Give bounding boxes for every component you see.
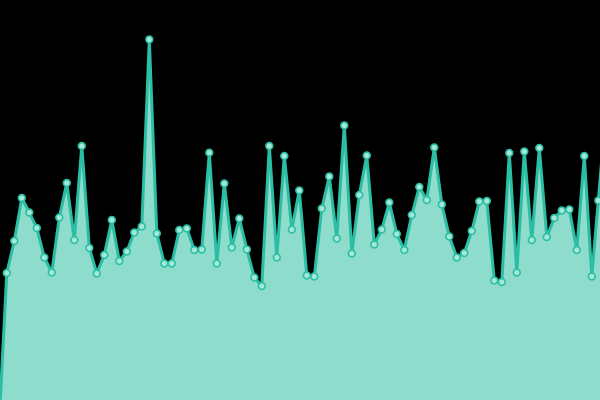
data-point-marker — [520, 147, 529, 156]
data-point-marker — [557, 206, 566, 215]
data-point-marker — [250, 273, 259, 282]
line-stroke — [0, 38, 600, 400]
data-point-marker — [122, 247, 132, 256]
data-point-marker — [355, 190, 364, 200]
data-point-marker — [47, 268, 56, 277]
data-point-marker — [430, 143, 439, 152]
data-point-marker — [325, 172, 334, 181]
data-point-marker — [287, 225, 296, 234]
data-point-marker — [160, 259, 169, 268]
data-point-marker — [437, 200, 446, 209]
data-point-marker — [587, 272, 596, 281]
data-point-marker — [317, 204, 326, 213]
data-point-marker — [62, 178, 72, 188]
data-point-marker — [445, 232, 454, 241]
data-point-marker — [2, 268, 12, 278]
data-point-markers — [2, 35, 600, 291]
data-point-marker — [550, 213, 559, 223]
data-point-marker — [475, 197, 484, 206]
data-point-marker — [242, 245, 252, 254]
data-point-marker — [17, 193, 26, 203]
data-point-marker — [212, 259, 222, 268]
data-point-marker — [565, 205, 574, 214]
data-point-marker — [32, 223, 41, 233]
data-point-marker — [190, 245, 199, 255]
data-point-marker — [460, 248, 469, 258]
data-point-marker — [392, 229, 401, 239]
data-point-marker — [467, 226, 476, 236]
data-point-marker — [505, 148, 514, 158]
data-point-marker — [422, 195, 431, 205]
data-point-marker — [542, 232, 551, 242]
data-point-marker — [482, 196, 491, 206]
data-point-marker — [377, 225, 386, 234]
data-point-marker — [205, 148, 214, 157]
data-point-marker — [55, 213, 64, 222]
data-point-marker — [362, 151, 371, 160]
data-point-marker — [175, 225, 184, 235]
data-point-marker — [272, 253, 281, 262]
data-point-marker — [535, 143, 544, 153]
data-point-marker — [152, 229, 162, 238]
data-point-marker — [92, 269, 102, 278]
data-point-marker — [145, 35, 154, 44]
data-point-marker — [452, 253, 461, 262]
data-point-marker — [594, 196, 600, 205]
area-fill — [0, 39, 600, 400]
data-point-marker — [332, 234, 341, 243]
data-point-marker — [70, 235, 79, 245]
data-point-marker — [302, 271, 311, 280]
data-point-marker — [197, 245, 207, 254]
data-point-marker — [130, 228, 139, 237]
data-point-marker — [407, 210, 416, 220]
data-point-marker — [137, 222, 147, 231]
data-point-marker — [257, 281, 266, 291]
data-point-marker — [167, 259, 177, 268]
data-point-marker — [310, 272, 319, 281]
data-point-marker — [115, 256, 124, 266]
data-point-marker — [235, 214, 244, 223]
data-point-marker — [40, 253, 49, 262]
data-point-marker — [400, 245, 409, 255]
data-point-marker — [340, 121, 349, 130]
data-point-marker — [182, 224, 192, 233]
data-point-marker — [347, 249, 356, 258]
data-point-marker — [280, 151, 289, 161]
data-point-marker — [580, 151, 589, 161]
data-point-marker — [415, 182, 424, 192]
data-point-marker — [265, 141, 274, 151]
data-point-marker — [107, 215, 117, 225]
data-point-marker — [227, 243, 237, 252]
data-point-marker — [25, 208, 34, 217]
data-point-marker — [10, 236, 19, 246]
data-point-marker — [385, 198, 394, 207]
data-point-marker — [295, 186, 304, 195]
data-point-marker — [490, 276, 499, 285]
data-point-marker — [497, 277, 506, 287]
data-point-marker — [220, 179, 229, 188]
data-point-marker — [100, 250, 109, 260]
data-point-marker — [527, 235, 536, 245]
data-point-marker — [85, 243, 94, 253]
data-point-marker — [512, 268, 521, 277]
data-point-marker — [77, 141, 87, 151]
data-point-marker — [370, 240, 379, 249]
data-point-marker — [572, 245, 581, 255]
